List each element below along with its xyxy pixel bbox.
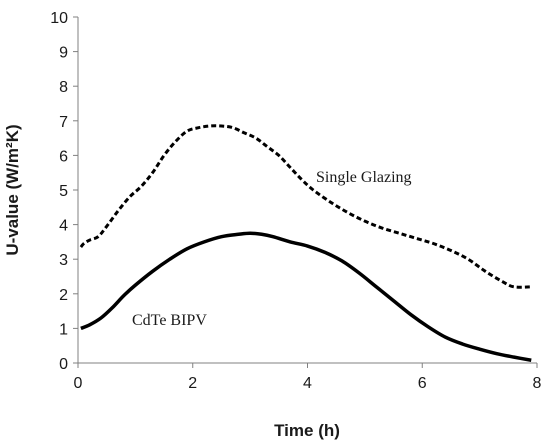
- x-tick-label: 0: [74, 375, 83, 392]
- series-layer: [79, 124, 532, 362]
- x-tick-label: 4: [303, 375, 312, 392]
- series-line-cdte-bipv: [80, 231, 532, 362]
- y-tick-label: 9: [59, 45, 68, 62]
- y-tick-label: 4: [59, 218, 68, 235]
- y-tick-label: 3: [59, 252, 68, 269]
- y-tick-label: 8: [59, 79, 68, 96]
- y-tick-label: 10: [50, 10, 68, 27]
- x-tick-label: 6: [418, 375, 427, 392]
- series-line-single-glazing: [79, 124, 532, 289]
- annotation-single-glazing: Single Glazing: [316, 169, 412, 186]
- axes: 0 1 2 3 4 5 6 7 8 9 10 0 2 4 6 8: [50, 10, 541, 392]
- y-axis-title: U-value (W/m²K): [3, 124, 22, 255]
- y-tick-label: 5: [59, 183, 68, 200]
- y-tick-label: 0: [59, 356, 68, 373]
- x-tick-label: 2: [188, 375, 197, 392]
- y-tick-label: 6: [59, 148, 68, 165]
- y-tick-label: 2: [59, 287, 68, 304]
- labels-layer: Time (h) U-value (W/m²K) Single Glazing …: [3, 124, 412, 440]
- y-tick-label: 7: [59, 114, 68, 131]
- x-axis-title: Time (h): [274, 421, 340, 440]
- annotation-cdte-bipv: CdTe BIPV: [132, 312, 207, 329]
- y-tick-label: 1: [59, 321, 68, 338]
- x-tick-label: 8: [533, 375, 542, 392]
